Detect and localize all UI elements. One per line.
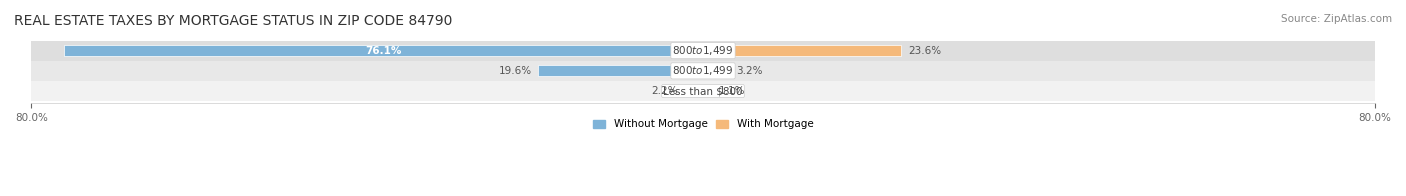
Bar [31,81,1375,101]
Text: Source: ZipAtlas.com: Source: ZipAtlas.com [1281,14,1392,24]
Bar [31,41,1375,61]
Bar [65,45,703,56]
Text: $800 to $1,499: $800 to $1,499 [672,64,734,77]
Text: $800 to $1,499: $800 to $1,499 [672,44,734,57]
Text: 23.6%: 23.6% [908,46,941,56]
Text: 3.2%: 3.2% [737,66,763,76]
Bar [538,65,703,76]
Bar [31,61,1375,81]
Legend: Without Mortgage, With Mortgage: Without Mortgage, With Mortgage [589,115,817,133]
Text: Less than $800: Less than $800 [664,86,742,96]
Bar [703,65,730,76]
Text: 19.6%: 19.6% [499,66,531,76]
Bar [703,45,901,56]
Text: 76.1%: 76.1% [366,46,402,56]
Bar [685,85,703,97]
Text: REAL ESTATE TAXES BY MORTGAGE STATUS IN ZIP CODE 84790: REAL ESTATE TAXES BY MORTGAGE STATUS IN … [14,14,453,28]
Text: 2.2%: 2.2% [651,86,678,96]
Bar [703,85,713,97]
Text: 1.1%: 1.1% [718,86,745,96]
